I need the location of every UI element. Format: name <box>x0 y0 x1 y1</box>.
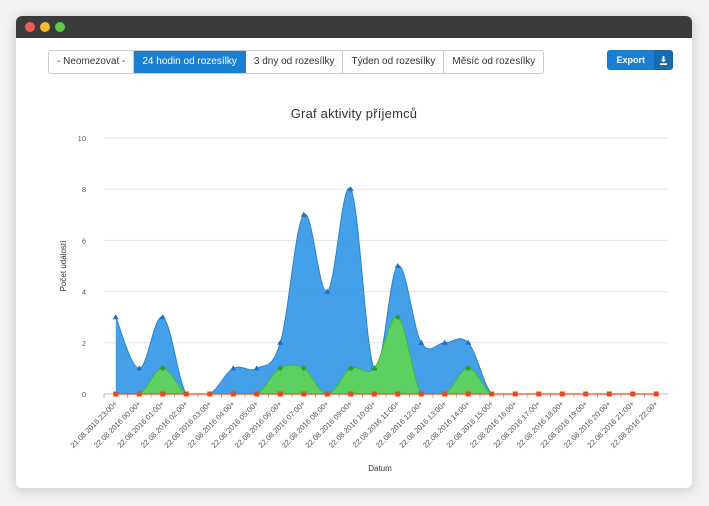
series-3-point <box>136 391 142 397</box>
series-2-area <box>115 316 657 394</box>
series-2-point <box>347 365 354 372</box>
download-icon <box>659 55 668 65</box>
series-3-point <box>418 391 424 397</box>
series-1-point <box>136 365 143 371</box>
series-2-point <box>277 365 284 372</box>
series-2-point <box>159 365 166 372</box>
filter-unlimited-button[interactable]: - Neomezovat - <box>49 51 135 73</box>
maximize-window-button[interactable] <box>55 22 65 32</box>
y-tick-label: 10 <box>78 134 86 143</box>
y-tick-label: 4 <box>82 288 86 297</box>
series-3-point <box>207 391 213 397</box>
series-1-point <box>441 339 448 345</box>
series-1-point <box>347 186 354 192</box>
series-3-point <box>442 391 448 397</box>
series-3-point <box>489 391 495 397</box>
series-3-point <box>630 391 636 397</box>
series-1-point <box>159 314 166 320</box>
series-1-point <box>418 339 425 345</box>
y-axis-title: Počet událostí <box>59 240 68 291</box>
close-window-button[interactable] <box>25 22 35 32</box>
filter-month-button[interactable]: Měsíc od rozesílky <box>444 51 544 73</box>
series-3-point <box>113 391 119 397</box>
y-tick-label: 2 <box>82 339 86 348</box>
series-1-point <box>394 263 401 268</box>
series-1-point <box>300 211 307 217</box>
minimize-window-button[interactable] <box>40 22 50 32</box>
series-2-point <box>394 314 401 321</box>
filter-3-days-button[interactable]: 3 dny od rozesílky <box>245 51 344 73</box>
series-1-point <box>230 365 237 371</box>
series-3-point <box>512 391 518 397</box>
series-3-point <box>160 391 166 397</box>
window-titlebar <box>16 16 692 38</box>
time-filter-group: - Neomezovat - 24 hodin od rozesílky 3 d… <box>48 50 545 74</box>
series-3-point <box>230 391 236 397</box>
series-3-point <box>183 391 189 397</box>
y-tick-label: 8 <box>82 185 86 194</box>
series-3-point <box>465 391 471 397</box>
series-1-point <box>253 365 260 371</box>
series-3-point <box>583 391 589 397</box>
series-3-point <box>301 391 307 397</box>
series-3-point <box>254 391 260 397</box>
series-3-point <box>606 391 612 397</box>
series-3-point <box>559 391 565 397</box>
series-3-point <box>277 391 283 397</box>
series-2-point <box>465 365 472 372</box>
y-tick-label: 6 <box>82 236 86 245</box>
series-3-point <box>536 391 542 397</box>
series-3-point <box>324 391 330 397</box>
series-3-point <box>653 391 659 397</box>
export-group: Export <box>607 50 673 70</box>
browser-window: - Neomezovat - 24 hodin od rozesílky 3 d… <box>16 16 692 488</box>
series-3-point <box>371 391 377 397</box>
series-1-point <box>465 339 472 345</box>
export-button[interactable]: Export <box>607 50 654 70</box>
export-download-button[interactable] <box>654 50 673 70</box>
x-axis-title: Datum <box>368 464 392 473</box>
y-tick-label: 0 <box>82 390 86 399</box>
series-1-point <box>277 339 284 345</box>
series-3-point <box>348 391 354 397</box>
series-1-point <box>324 288 331 294</box>
series-1-point <box>112 314 119 320</box>
chart-title: Graf aktivity příjemců <box>290 106 418 121</box>
filter-24-hours-button[interactable]: 24 hodin od rozesílky <box>134 51 246 73</box>
series-2-point <box>371 365 378 372</box>
series-3-point <box>395 391 401 397</box>
filter-week-button[interactable]: Týden od rozesílky <box>343 51 445 73</box>
series-2-point <box>300 365 307 372</box>
